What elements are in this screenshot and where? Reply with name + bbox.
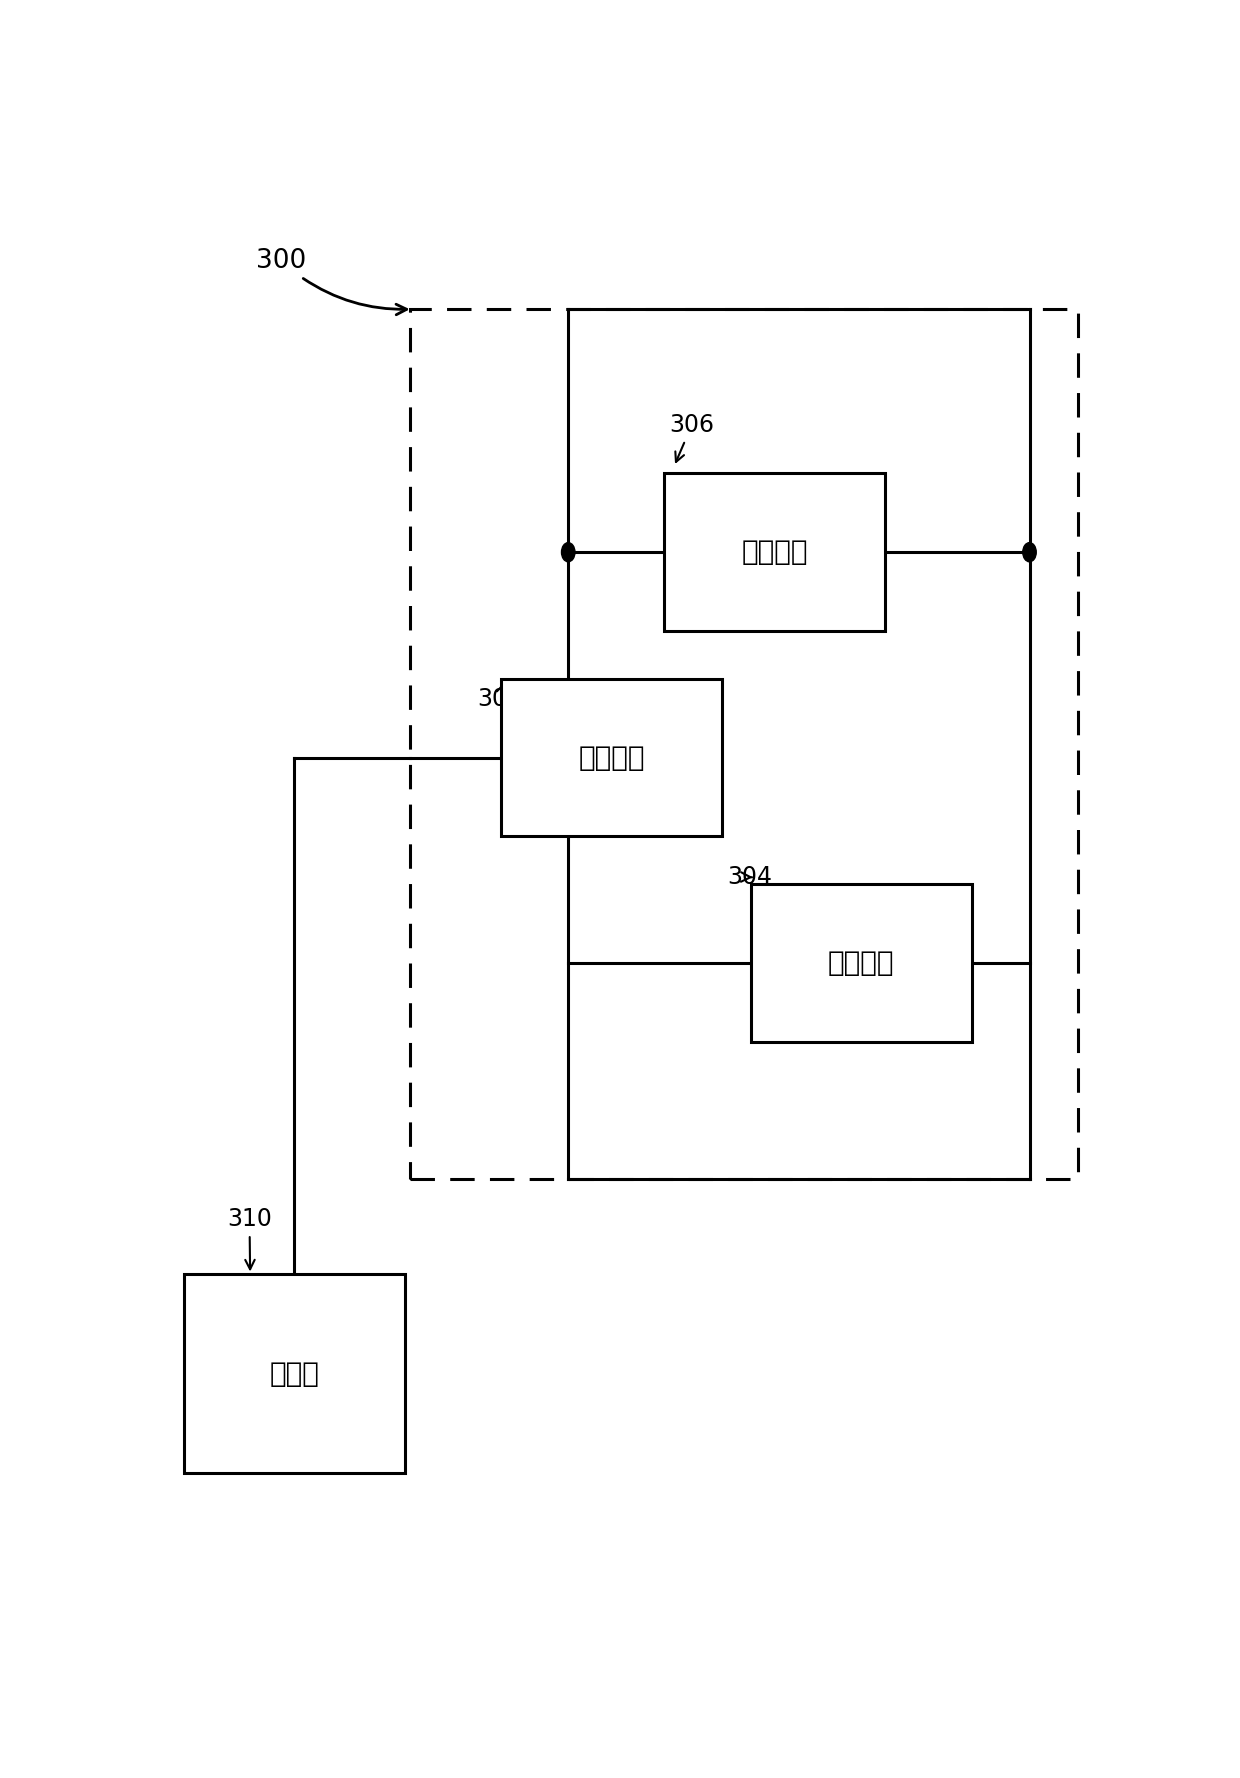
Bar (501, 679, 722, 836)
Text: 调谐元件: 调谐元件 (578, 743, 645, 772)
Text: 控制器: 控制器 (269, 1360, 319, 1387)
Text: 306: 306 (670, 414, 714, 462)
Bar (184, 1275, 404, 1472)
Text: 调谐元件: 调谐元件 (828, 949, 894, 976)
Text: 302: 302 (477, 681, 522, 711)
Circle shape (1023, 542, 1037, 562)
Bar (409, 309, 1078, 1179)
Bar (751, 884, 972, 1042)
Text: 300: 300 (255, 249, 407, 315)
Circle shape (562, 542, 575, 562)
Text: 调谐元件: 调谐元件 (742, 539, 808, 565)
Bar (665, 473, 885, 631)
Text: 304: 304 (727, 866, 771, 889)
Text: 310: 310 (227, 1207, 272, 1269)
